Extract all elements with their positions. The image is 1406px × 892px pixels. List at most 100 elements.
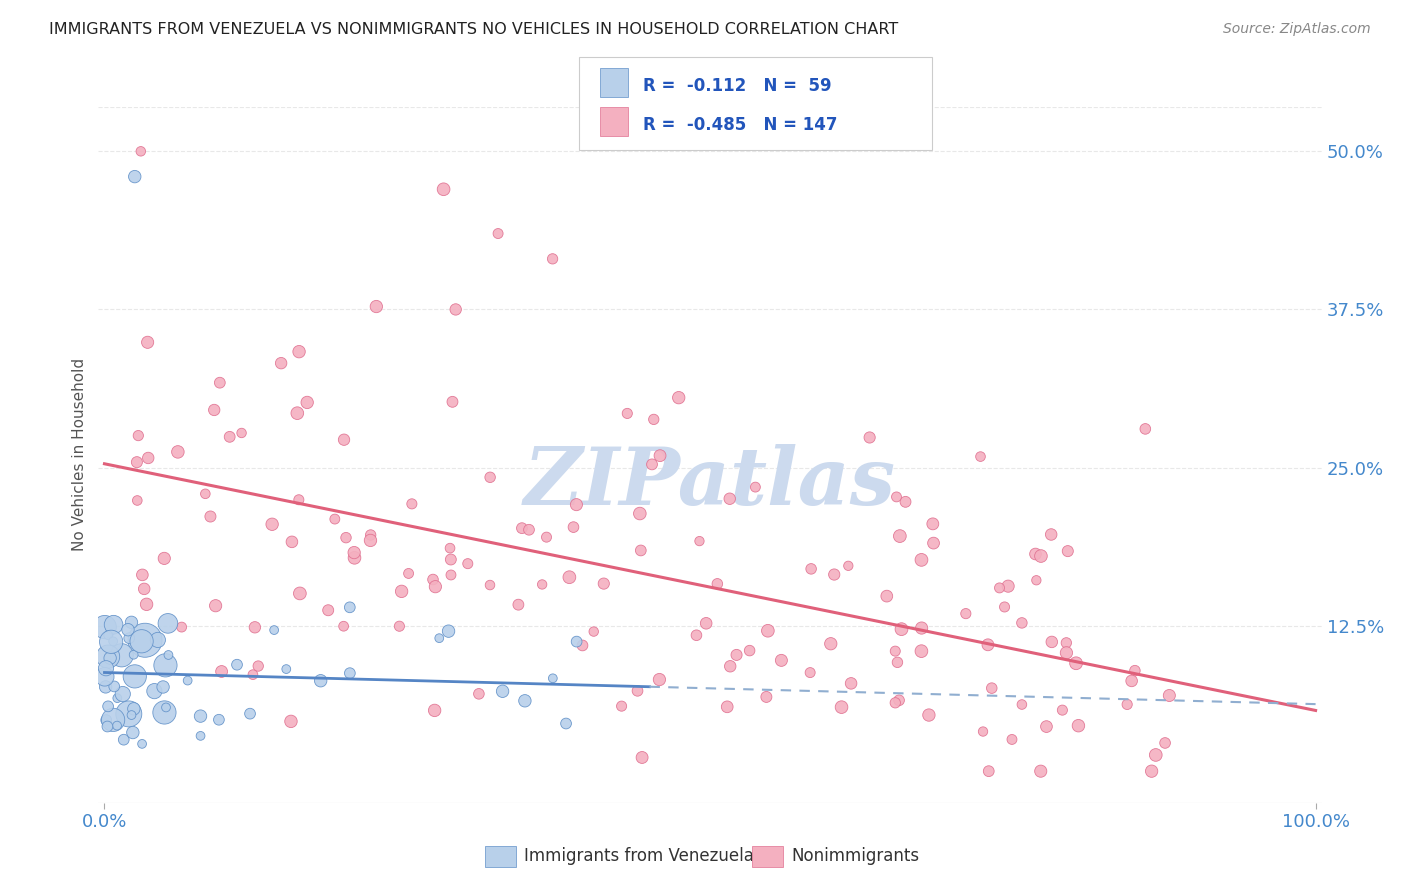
Point [859, 430, 882, 444]
Point [1040, 527, 1063, 541]
Point [641, 458, 664, 472]
Point [643, 412, 665, 426]
Point [441, 394, 464, 409]
Point [136, 450, 159, 465]
Point [153, 706, 176, 720]
Point [910, 553, 932, 567]
Point [432, 182, 454, 196]
Point [204, 599, 226, 613]
Point [648, 449, 671, 463]
Point [155, 700, 177, 714]
Point [725, 648, 748, 662]
Point [93, 620, 115, 634]
Point [756, 624, 779, 638]
Point [884, 696, 907, 710]
Point [910, 621, 932, 635]
Point [124, 669, 146, 683]
Point [98, 651, 121, 665]
Point [977, 638, 1000, 652]
Point [111, 648, 134, 663]
Point [440, 568, 463, 582]
Point [200, 509, 222, 524]
Point [1011, 698, 1033, 712]
Point [876, 589, 898, 603]
Point [510, 521, 533, 535]
Point [388, 619, 411, 633]
Point [440, 552, 463, 566]
Point [96, 719, 118, 733]
Point [339, 600, 361, 615]
Point [398, 566, 420, 581]
Point [1135, 422, 1157, 436]
Point [242, 667, 264, 681]
Point [280, 714, 302, 729]
Point [288, 586, 311, 600]
Point [425, 580, 447, 594]
Point [309, 673, 332, 688]
Point [155, 658, 177, 673]
Point [820, 637, 842, 651]
Point [886, 490, 908, 504]
Point [616, 406, 638, 420]
Point [176, 673, 198, 688]
Point [333, 433, 356, 447]
Point [135, 597, 157, 611]
Point [1123, 664, 1146, 678]
Text: ZIPatlas: ZIPatlas [524, 444, 896, 522]
Point [1054, 646, 1077, 660]
Point [208, 713, 231, 727]
Point [122, 648, 145, 662]
Point [718, 659, 741, 673]
Point [1159, 689, 1181, 703]
Point [131, 634, 153, 648]
Point [755, 690, 778, 704]
Point [295, 395, 318, 409]
Point [170, 620, 193, 634]
Point [491, 684, 513, 698]
Point [839, 676, 862, 690]
Point [536, 530, 558, 544]
Point [332, 619, 354, 633]
Point [993, 599, 1015, 614]
Point [1056, 544, 1078, 558]
Point [558, 570, 581, 584]
Point [103, 680, 125, 694]
Point [124, 169, 146, 184]
Text: R =  -0.112   N =  59: R = -0.112 N = 59 [643, 77, 831, 95]
Point [894, 495, 917, 509]
Point [738, 643, 761, 657]
Point [96, 713, 118, 727]
Point [316, 603, 339, 617]
Point [486, 227, 509, 241]
Point [479, 578, 502, 592]
Point [218, 430, 240, 444]
Point [517, 523, 540, 537]
Point [129, 145, 152, 159]
Point [276, 662, 298, 676]
Point [231, 425, 253, 440]
Point [668, 391, 690, 405]
Point [444, 302, 467, 317]
Point [194, 487, 217, 501]
Point [648, 673, 671, 687]
Point [1154, 736, 1177, 750]
Point [134, 582, 156, 596]
Point [247, 659, 270, 673]
Point [969, 450, 991, 464]
Point [143, 684, 166, 698]
Point [918, 708, 941, 723]
Point [508, 598, 530, 612]
Point [1029, 764, 1052, 779]
Point [263, 623, 285, 637]
Point [562, 520, 585, 534]
Point [122, 702, 145, 716]
Point [630, 543, 652, 558]
Point [1144, 747, 1167, 762]
Point [479, 470, 502, 484]
Point [1052, 703, 1074, 717]
Point [541, 671, 564, 685]
Point [555, 716, 578, 731]
Point [208, 376, 231, 390]
Point [153, 551, 176, 566]
Point [136, 335, 159, 350]
